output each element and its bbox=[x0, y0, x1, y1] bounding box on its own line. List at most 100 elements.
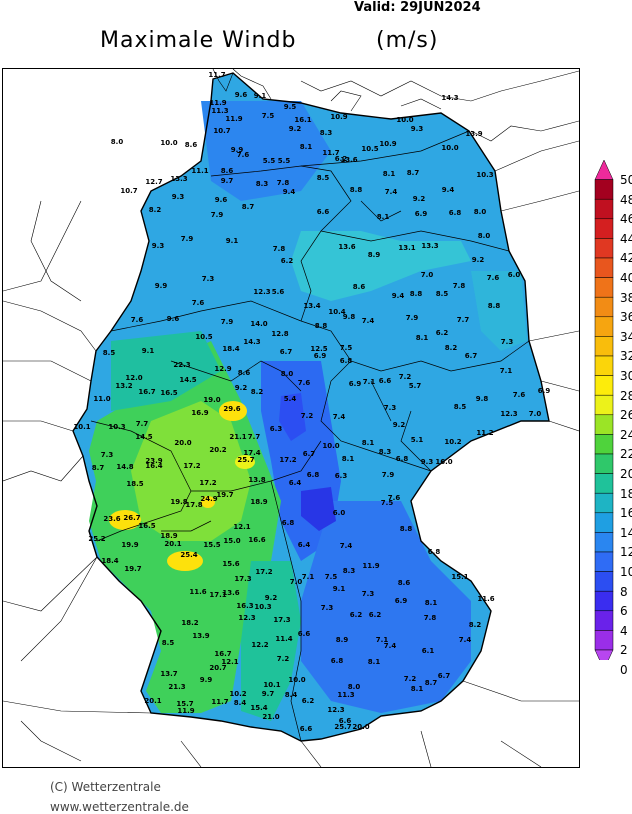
wind-value-label: 6.9 bbox=[395, 597, 408, 605]
wind-value-label: 8.8 bbox=[400, 525, 413, 533]
legend-level-label: 28 bbox=[620, 388, 632, 403]
wind-values-layer: 11.79.6 9.111.911.311.99.57.5 16.1 10.9 10.0… bbox=[73, 71, 550, 733]
wind-value-label: 10.4 bbox=[328, 308, 345, 316]
legend-level-label: 22 bbox=[620, 447, 632, 462]
wind-value-label: 7.4 bbox=[340, 542, 353, 550]
wind-value-label: 18.5 bbox=[126, 480, 143, 488]
wind-value-label: 14.3 bbox=[441, 94, 458, 102]
wind-value-label: 11.4 bbox=[275, 635, 292, 643]
wind-value-label: 6.2 bbox=[281, 257, 294, 265]
wind-value-label: 8.1 bbox=[416, 334, 429, 342]
wind-value-label: 23.9 bbox=[145, 457, 162, 465]
wind-value-label: 7.1 bbox=[302, 573, 315, 581]
wind-value-label: 6.8 bbox=[282, 519, 295, 527]
wind-value-label: 7.0 bbox=[421, 271, 434, 279]
wind-value-label: 6.9 bbox=[314, 352, 327, 360]
wind-value-label: 9.1 bbox=[333, 585, 346, 593]
wind-value-label: 8.0 bbox=[281, 370, 294, 378]
darkblue-zone bbox=[301, 487, 336, 531]
wind-value-label: 8.8 bbox=[315, 322, 328, 330]
legend-level-label: 32 bbox=[620, 349, 632, 364]
legend-level-label: 40 bbox=[620, 271, 632, 285]
wind-value-label: 9.4 bbox=[283, 188, 296, 196]
wind-value-label: 9.6 bbox=[215, 196, 228, 204]
legend-level-label: 46 bbox=[620, 212, 632, 227]
wind-value-label: 10.5 bbox=[195, 333, 212, 341]
wind-value-label: 10.0 bbox=[160, 139, 177, 147]
wind-value-label: 10.9 bbox=[330, 113, 347, 121]
wind-value-label: 25.2 bbox=[88, 535, 105, 543]
hotspot-29-6 bbox=[219, 401, 247, 421]
color-legend bbox=[594, 159, 618, 671]
wind-value-label: 8.0 bbox=[348, 683, 361, 691]
wind-value-label: 10.5 bbox=[361, 145, 378, 153]
wind-value-label: 9.2 bbox=[472, 256, 485, 264]
wind-value-label: 9.2 bbox=[235, 384, 248, 392]
wind-value-label: 7.6 bbox=[388, 494, 401, 502]
wind-value-label: 8.2 bbox=[445, 344, 458, 352]
wind-value-label: 6.2 bbox=[335, 155, 348, 163]
legend-level-label: 36 bbox=[620, 310, 632, 325]
map-title: Maximale Windb bbox=[100, 28, 297, 53]
north-sea bbox=[3, 69, 213, 201]
cyan-zone-north bbox=[291, 231, 471, 301]
wind-value-label: 8.5 bbox=[162, 639, 175, 647]
wind-value-label: 13.9 bbox=[465, 130, 482, 138]
wind-value-label: 25.7 bbox=[237, 456, 254, 464]
wind-value-label: 7.1 bbox=[363, 378, 376, 386]
wind-value-label: 11.9 bbox=[362, 562, 379, 570]
wind-value-label: 15.6 bbox=[222, 560, 239, 568]
wind-value-label: 7.9 bbox=[382, 471, 395, 479]
wind-value-label: 7.6 bbox=[513, 391, 526, 399]
wind-value-label: 6.9 bbox=[349, 380, 362, 388]
wind-value-label: 16.4 bbox=[145, 462, 162, 470]
wind-value-label: 7.4 bbox=[384, 642, 397, 650]
legend-level-label: 38 bbox=[620, 290, 632, 305]
wind-value-label: 29.6 bbox=[223, 405, 240, 413]
wind-value-label: 9.8 bbox=[476, 395, 489, 403]
wind-value-label: 8.2 bbox=[469, 621, 482, 629]
legend-level-label: 18 bbox=[620, 486, 632, 501]
wind-value-label: 7.3 bbox=[101, 451, 114, 459]
wind-value-label: 12.9 bbox=[214, 365, 231, 373]
legend-level-label: 6 bbox=[620, 604, 628, 619]
wind-value-label: 9.6 bbox=[235, 91, 248, 99]
wind-value-label: 6.2 bbox=[369, 611, 382, 619]
wind-value-label: 10.0 bbox=[322, 442, 339, 450]
wind-value-label: 9.2 bbox=[393, 421, 406, 429]
wind-value-label: 12.3 bbox=[238, 614, 255, 622]
wind-value-label: 11.2 bbox=[476, 429, 493, 437]
wind-value-label: 16.3 bbox=[236, 602, 253, 610]
wind-value-label: 18.4 bbox=[222, 345, 239, 353]
wind-value-label: 8.3 bbox=[379, 448, 392, 456]
legend-swatch bbox=[594, 649, 614, 671]
wind-value-label: 9.2 bbox=[413, 195, 426, 203]
country-borders bbox=[3, 140, 579, 767]
wind-value-label: 21.1 bbox=[229, 433, 246, 441]
wind-value-label: 15.7 bbox=[176, 700, 193, 708]
wind-value-label: 8.1 bbox=[411, 685, 424, 693]
wind-value-label: 10.1 bbox=[263, 681, 280, 689]
wind-value-label: 8.1 bbox=[300, 143, 313, 151]
wind-value-label: 8.8 bbox=[350, 186, 363, 194]
wind-value-label: 6.9 bbox=[415, 210, 428, 218]
wind-value-label: 8.6 bbox=[353, 283, 366, 291]
map-canvas: 11.79.6 9.111.911.311.99.57.5 16.1 10.9 10.0… bbox=[3, 69, 579, 767]
wind-value-label: 8.3 bbox=[343, 567, 356, 575]
wind-value-label: 6.2 bbox=[436, 329, 449, 337]
wind-value-label: 7.3 bbox=[501, 338, 514, 346]
wind-value-label: 19.0 bbox=[203, 396, 220, 404]
wind-value-label: 8.8 bbox=[488, 302, 501, 310]
wind-value-label: 6.3 bbox=[270, 425, 283, 433]
wind-value-label: 12.0 bbox=[125, 374, 142, 382]
teal-zone-south bbox=[241, 561, 301, 721]
wind-value-label: 5.4 bbox=[284, 395, 297, 403]
wind-value-label: 8.8 bbox=[410, 290, 423, 298]
hotspot-25-4 bbox=[167, 551, 203, 571]
wind-value-label: 7.8 bbox=[453, 282, 466, 290]
wind-value-label: 6.9 bbox=[538, 387, 551, 395]
wind-value-label: 7.3 bbox=[362, 590, 375, 598]
wind-value-label: 17.3 bbox=[234, 575, 251, 583]
wind-value-label: 12.3 bbox=[327, 706, 344, 714]
wind-value-label: 8.1 bbox=[377, 213, 390, 221]
